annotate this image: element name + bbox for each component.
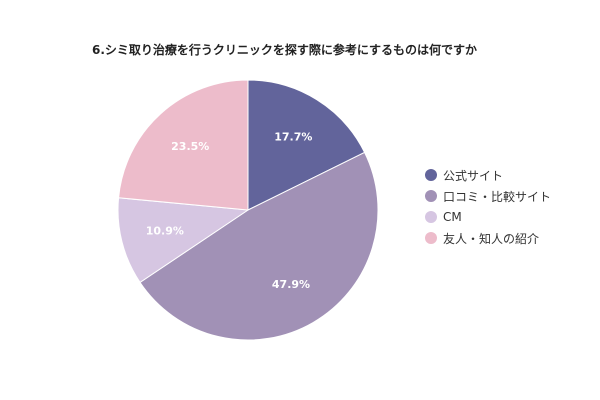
legend-item-2: 口コミ・比較サイト (425, 189, 552, 204)
slice-label-4: 23.5% (171, 140, 209, 153)
chart-title: 6.シミ取り治療を行うクリニックを探す際に参考にするものは何ですか (92, 43, 478, 57)
legend-swatch-3 (425, 211, 437, 223)
legend-label-2: 口コミ・比較サイト (443, 189, 552, 204)
pie-slice-labels: 17.7% 47.9% 10.9% 23.5% (146, 131, 313, 291)
slice-label-2: 47.9% (272, 278, 310, 291)
legend-item-4: 友人・知人の紹介 (425, 231, 551, 246)
pie-slice-3 (117, 197, 250, 284)
legend-swatch-4 (425, 232, 437, 244)
legend-swatch-1 (425, 169, 437, 181)
pie-slice-2 (139, 151, 379, 341)
pie-slice-1 (247, 79, 366, 211)
slice-label-1: 17.7% (274, 131, 312, 144)
slice-label-3: 10.9% (146, 225, 184, 238)
pie-slice-4 (118, 79, 249, 211)
legend-label-1: 公式サイト (443, 168, 504, 183)
legend: 公式サイト口コミ・比較サイト CM 友人・知人の紹介 (425, 168, 551, 252)
pie-slices (117, 79, 379, 341)
legend-item-1: 公式サイト (425, 168, 551, 183)
legend-item-3: CM (425, 210, 551, 224)
legend-label-4: 友人・知人の紹介 (443, 231, 540, 246)
legend-swatch-2 (425, 190, 437, 202)
legend-label-3: CM (443, 210, 462, 224)
